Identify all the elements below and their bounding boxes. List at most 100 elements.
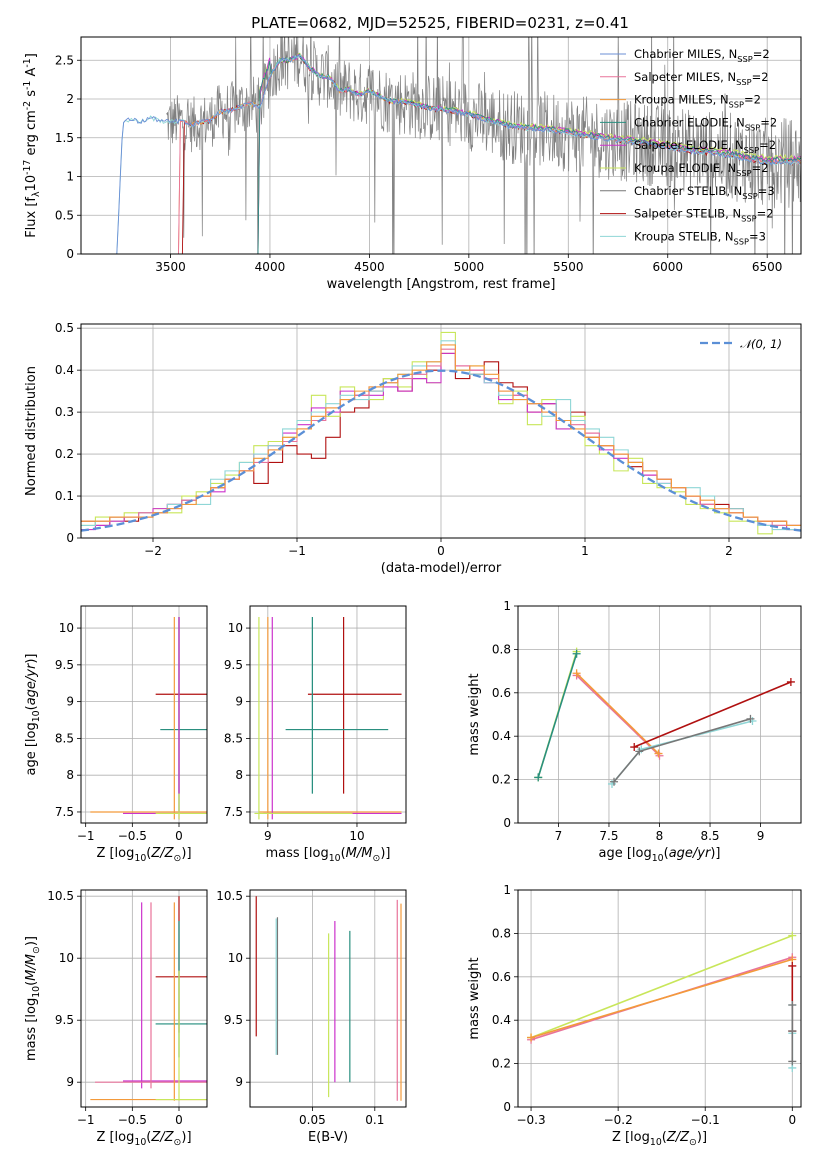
y-tick-label: 0 (66, 247, 74, 261)
weight-marker (630, 743, 639, 752)
legend-entry: 𝒩(0, 1) (740, 337, 782, 351)
axes-frame (249, 605, 407, 824)
y-tick-label: 1 (503, 599, 511, 613)
figure-title: PLATE=0682, MJD=52525, FIBERID=0231, z=0… (251, 14, 629, 32)
weight-marker (534, 773, 543, 782)
y-tick-label: 0.5 (55, 208, 74, 222)
y-tick-label: 2 (66, 92, 74, 106)
y-tick-label: 8 (66, 768, 74, 782)
y-tick-label: 8 (235, 768, 243, 782)
legend-entry: Salpeter ELODIE, NSSP=2 (634, 138, 776, 155)
x-tick-label: 0.1 (365, 1113, 384, 1127)
weight-marker (788, 961, 797, 970)
y-tick-label: 9.5 (55, 658, 74, 672)
y-tick-label: 8.5 (55, 731, 74, 745)
weight-line (576, 674, 661, 757)
residuals-panel: −2 −1 0 1 2 0 0.1 0.2 0.3 0.4 0.5 (data-model)/erro… (24, 321, 802, 576)
spectrum-data-line (166, 37, 801, 254)
age_vs_Z-panel: −1 −0.5 0 7.5 8 8.5 9 9.5 10 Z [log10(Z/Z⊙)] age [… (24, 605, 208, 864)
y-tick-label: 1 (66, 170, 74, 184)
histogram-step-line (81, 344, 801, 526)
weight-marker (788, 1057, 797, 1066)
y-tick-label: 0 (503, 1100, 511, 1114)
x-tick-label: −0.2 (604, 1113, 633, 1127)
y-tick-label: 10 (59, 951, 74, 965)
y-tick-label: 9.5 (224, 1013, 243, 1027)
x-tick-label: −0.5 (118, 829, 147, 843)
x-tick-label: 0 (437, 544, 445, 558)
axes-frame (517, 605, 802, 824)
weight-marker (527, 1033, 536, 1042)
y-tick-label: 0.1 (55, 489, 74, 503)
spectrum-legend: Chabrier MILES, NSSP=2 Salpeter MILES, NS… (600, 47, 777, 246)
x-axis-label: age [log10(age/yr)] (598, 846, 720, 864)
x-tick-label: 0 (175, 829, 183, 843)
age_vs_Z-plot-area (90, 617, 207, 820)
y-tick-label: 9 (66, 1075, 74, 1089)
mass_vs_ebv-panel: 0.05 0.1 9 9.5 10 10.5 E(B-V) (216, 889, 407, 1145)
x-tick-label: 6500 (752, 260, 783, 274)
x-tick-label: 0 (175, 1113, 183, 1127)
weight_vs_age-plot-area (534, 647, 795, 788)
age_vs_mass-panel: 9 10 7.5 8 8.5 9 9.5 10 mass [log10(M/M⊙)] (224, 605, 407, 864)
y-tick-label: 0.4 (55, 363, 74, 377)
x-tick-label: −1 (288, 544, 306, 558)
y-tick-label: 0.4 (492, 729, 511, 743)
y-tick-label: 7.5 (55, 805, 74, 819)
legend-entry: Chabrier ELODIE, NSSP=2 (634, 115, 777, 132)
normal-curve (81, 369, 801, 532)
mass_vs_Z-panel: −1 −0.5 0 9 9.5 10 10.5 Z [log10(Z/Z⊙)] mass [lo… (24, 889, 208, 1148)
y-tick-label: 1 (503, 883, 511, 897)
weight-marker (572, 669, 581, 678)
y-tick-label: 7.5 (224, 805, 243, 819)
x-tick-label: 5500 (553, 260, 584, 274)
x-axis-label: E(B-V) (308, 1130, 348, 1145)
y-tick-label: 0.8 (492, 642, 511, 656)
y-tick-label: 9.5 (224, 658, 243, 672)
x-axis-label: Z [log10(Z/Z⊙)] (612, 1130, 707, 1148)
legend-entry: Chabrier STELIB, NSSP=3 (634, 184, 775, 201)
x-tick-label: 8 (656, 829, 664, 843)
y-axis-label: mass [log10(M/M⊙)] (24, 936, 42, 1061)
x-axis-label: mass [log10(M/M⊙)] (266, 846, 391, 864)
y-tick-label: 0.6 (492, 970, 511, 984)
x-tick-label: −0.3 (516, 1113, 545, 1127)
mass_vs_ebv-plot-area (255, 896, 402, 1101)
weight_vs_Z-panel: −0.3 −0.2 −0.1 0 0 0.2 0.4 0.6 0.8 1 Z [log10(Z/Z⊙… (467, 883, 802, 1148)
weight-marker (788, 931, 797, 940)
y-tick-label: 0 (66, 531, 74, 545)
y-tick-label: 0 (503, 816, 511, 830)
weight_vs_age-panel: 7 7.5 8 8.5 9 0 0.2 0.4 0.6 0.8 1 age [log10(age/yr… (467, 599, 802, 864)
x-tick-label: 6000 (652, 260, 683, 274)
x-tick-label: 0.05 (299, 1113, 326, 1127)
x-tick-label: 10 (349, 829, 364, 843)
residuals-legend: 𝒩(0, 1) (700, 337, 782, 351)
axes-frame (80, 323, 802, 539)
x-axis-label: Z [log10(Z/Z⊙)] (96, 846, 191, 864)
axes-frame (80, 605, 208, 824)
x-tick-label: −0.1 (691, 1113, 720, 1127)
mass_vs_Z-plot-area (90, 896, 207, 1101)
x-tick-label: 4000 (255, 260, 286, 274)
y-tick-label: 2.5 (55, 53, 74, 67)
y-axis-label: Normed distribution (24, 366, 39, 496)
x-tick-label: 7.5 (599, 829, 618, 843)
y-tick-label: 0.3 (55, 405, 74, 419)
axes-frame (517, 889, 802, 1108)
x-tick-label: −0.5 (118, 1113, 147, 1127)
axes-frame (80, 889, 208, 1108)
legend-entry: Chabrier MILES, NSSP=2 (634, 47, 770, 64)
spectrum-model-line (116, 54, 801, 254)
x-tick-label: 9 (264, 829, 272, 843)
age_vs_mass-plot-area (254, 617, 402, 820)
x-tick-label: 1 (581, 544, 589, 558)
y-tick-label: 9.5 (55, 1013, 74, 1027)
weight-marker (610, 777, 619, 786)
weight-marker (654, 749, 663, 758)
spectrum-panel: 3500 4000 4500 5000 5500 6000 6500 0 0.5 1 1.5 2 2.5… (22, 36, 802, 292)
legend-entry: Salpeter STELIB, NSSP=2 (634, 207, 774, 224)
weight-marker (786, 677, 795, 686)
y-tick-label: 0.2 (492, 1057, 511, 1071)
weight-line (633, 681, 792, 748)
